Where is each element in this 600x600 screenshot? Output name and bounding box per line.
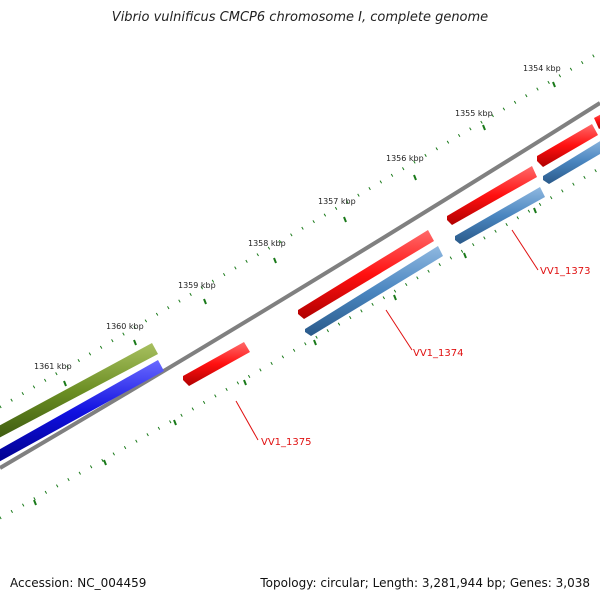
inner-tick-marks [33, 207, 537, 506]
cds-green-block[interactable] [0, 343, 158, 440]
tick-label-1360: 1360 kbp [106, 322, 144, 331]
accession-text: Accession: NC_004459 [10, 576, 147, 590]
tick-label-1361: 1361 kbp [34, 362, 72, 371]
tick-label-1359: 1359 kbp [178, 281, 216, 290]
cds-steel-right[interactable] [543, 138, 600, 184]
inner-tick-ring [0, 166, 600, 520]
gene-label-vv1-1375[interactable]: VV1_1375 [261, 437, 312, 448]
genome-backbone [0, 101, 600, 470]
cds-steel-1374[interactable] [305, 246, 443, 336]
cds-vv1-1373[interactable] [447, 166, 537, 225]
tick-label-1357: 1357 kbp [318, 197, 356, 206]
summary-text: Topology: circular; Length: 3,281,944 bp… [260, 576, 590, 590]
cds-vv1-1375[interactable] [183, 342, 250, 386]
tick-label-1356: 1356 kbp [386, 154, 424, 163]
gene-label-vv1-1374[interactable]: VV1_1374 [413, 348, 464, 359]
tick-label-1355: 1355 kbp [455, 109, 493, 118]
tick-marks [63, 81, 556, 387]
cds-red-right[interactable] [537, 112, 600, 167]
tick-label-1354: 1354 kbp [523, 64, 561, 73]
label-leaders [235, 229, 539, 441]
map-title: Vibrio vulnificus CMCP6 chromosome I, co… [111, 10, 489, 25]
cds-blue-block[interactable] [0, 360, 164, 464]
cds-vv1-1374[interactable] [298, 230, 434, 319]
outer-tick-ring [0, 50, 600, 409]
gene-label-vv1-1373[interactable]: VV1_1373 [540, 266, 591, 277]
cds-steel-1373[interactable] [455, 187, 545, 244]
tick-label-1358: 1358 kbp [248, 239, 286, 248]
